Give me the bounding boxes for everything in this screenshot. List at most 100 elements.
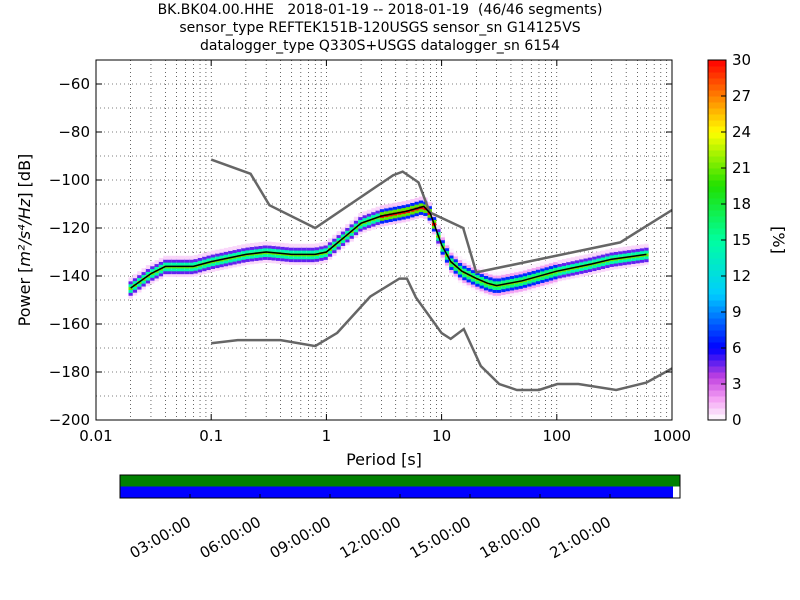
psd-cell: [137, 285, 142, 290]
psd-cell: [349, 226, 354, 231]
psd-cell: [314, 260, 320, 265]
x-tick-label: 10: [432, 427, 451, 445]
psd-cell: [600, 265, 606, 270]
colorbar-segment: [708, 408, 726, 415]
psd-cell: [392, 205, 398, 210]
psd-cell: [592, 258, 597, 263]
psd-cell: [579, 261, 584, 266]
psd-cell: [137, 282, 142, 287]
psd-cell: [639, 250, 645, 255]
psd-cell: [587, 256, 593, 261]
psd-cell: [570, 260, 575, 265]
psd-cell: [297, 258, 302, 263]
colorbar-segment: [708, 96, 726, 103]
psd-cell: [306, 249, 311, 254]
plot-frame: [95, 59, 673, 421]
colorbar-segment: [708, 318, 726, 325]
psd-cell: [332, 246, 337, 251]
psd-cell: [258, 253, 263, 258]
psd-cell: [527, 288, 532, 293]
psd-cell: [189, 270, 194, 275]
psd-cell: [535, 265, 541, 270]
psd-cell: [453, 255, 458, 260]
psd-cell: [206, 268, 211, 273]
y-axis: −200 −180 −160 −140 −120 −100 −80 −60: [49, 75, 672, 429]
colorbar-segment: [708, 294, 726, 301]
psd-cell: [557, 265, 562, 270]
psd-cell: [531, 278, 536, 283]
psd-cell: [206, 251, 211, 256]
psd-cell: [574, 256, 580, 261]
psd-cell: [561, 276, 567, 281]
psd-cell: [496, 271, 502, 276]
psd-cell: [544, 277, 549, 282]
psd-cell: [405, 203, 411, 208]
psd-cell: [180, 255, 185, 260]
colorbar-segment: [708, 384, 726, 391]
colorbar-segment: [708, 186, 726, 193]
psd-cell: [323, 258, 328, 263]
psd-cell: [267, 247, 272, 252]
psd-cell: [535, 280, 541, 285]
psd-cell: [171, 270, 177, 275]
psd-cell: [540, 276, 545, 281]
colorbar: 0 3 6 9 12 15 18 21 24 27 30: [707, 51, 751, 429]
psd-cell: [379, 210, 385, 215]
colorbar-segment: [708, 60, 726, 67]
psd-cell: [297, 255, 302, 260]
colorbar-segment: [708, 198, 726, 205]
psd-cell: [505, 272, 510, 277]
psd-cell: [340, 244, 346, 249]
psd-cell: [379, 208, 385, 213]
psd-cell: [280, 248, 285, 253]
psd-cell: [440, 253, 445, 258]
psd-cell: [184, 255, 190, 260]
psd-cell: [319, 248, 324, 253]
psd-cell: [613, 250, 619, 255]
psd-cell: [535, 271, 541, 276]
psd-cell: [236, 248, 242, 253]
psd-cell: [592, 264, 597, 269]
psd-cell: [310, 246, 315, 251]
psd-cell: [453, 266, 458, 271]
psd-cell: [388, 206, 393, 211]
psd-cell: [592, 255, 597, 260]
psd-cell: [254, 259, 259, 264]
psd-cell: [583, 271, 588, 276]
psd-cell: [613, 247, 619, 252]
psd-cell: [280, 245, 285, 250]
psd-cell: [462, 276, 467, 281]
psd-cell: [202, 258, 207, 263]
psd-cell: [228, 252, 233, 257]
psd-cell: [128, 294, 133, 299]
colorbar-segment: [708, 234, 726, 241]
psd-cell: [150, 276, 155, 281]
psd-cell: [544, 269, 549, 274]
psd-cell: [514, 291, 519, 296]
psd-cell: [509, 286, 515, 291]
psd-cell: [592, 267, 597, 272]
psd-cell: [275, 256, 281, 261]
psd-cell: [193, 266, 198, 271]
colorbar-segment: [708, 354, 726, 361]
psd-cell: [462, 261, 467, 266]
psd-cell: [163, 258, 168, 263]
psd-cell: [128, 277, 133, 282]
psd-cell: [644, 258, 649, 263]
psd-cell: [262, 244, 268, 249]
psd-cell: [613, 262, 619, 267]
psd-cell: [332, 237, 337, 242]
psd-cell: [275, 253, 281, 258]
psd-cell: [267, 253, 272, 258]
psd-cell: [583, 266, 588, 271]
psd-cell: [236, 259, 242, 264]
psd-cell: [605, 249, 610, 254]
psd-cell: [427, 213, 432, 218]
psd-cell: [176, 258, 181, 263]
psd-cell: [644, 255, 649, 260]
psd-cell: [197, 271, 203, 276]
psd-cell: [280, 260, 285, 265]
psd-cell: [271, 256, 276, 261]
psd-cell: [132, 291, 138, 296]
colorbar-segment: [708, 72, 726, 79]
